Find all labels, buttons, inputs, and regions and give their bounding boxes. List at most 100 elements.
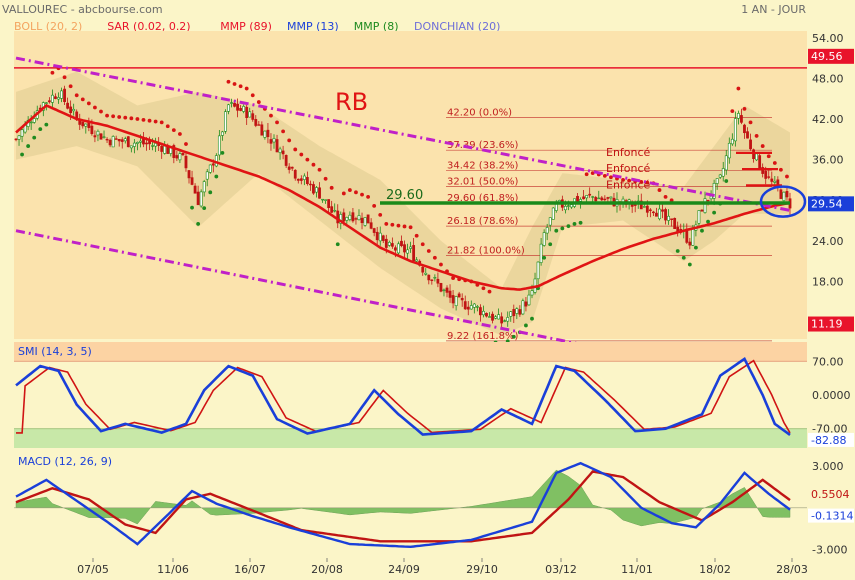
sar-dot	[639, 180, 644, 184]
candle-body	[639, 200, 643, 210]
macd-signal-value: -0.1314	[811, 510, 853, 523]
candle-body	[190, 177, 194, 185]
smi-axis: 70.00 0.0000 -70.00-82.88	[808, 355, 854, 447]
smi-tick-label: -70.00	[812, 423, 847, 436]
macd-line	[15, 461, 791, 549]
candle-body	[427, 274, 431, 281]
macd-histogram	[15, 469, 791, 527]
sar-dot	[372, 203, 377, 208]
candle-body	[545, 227, 549, 234]
sar-dot	[360, 192, 364, 197]
fib-label: 37.39 (23.6%)	[447, 140, 518, 151]
macd-signal-bg	[808, 508, 854, 523]
candle-body	[536, 261, 540, 280]
candle-body	[445, 287, 449, 293]
sar-dot	[256, 100, 261, 104]
sar-dot	[414, 233, 419, 238]
sar-dot	[196, 222, 201, 226]
candle-body	[600, 197, 604, 201]
sar-dot	[68, 84, 73, 89]
sar-dot	[730, 109, 735, 114]
date-tick-label: 29/10	[466, 563, 498, 576]
sar-dot	[105, 113, 109, 118]
candle-body	[773, 180, 777, 183]
sar-dot	[420, 242, 425, 247]
candle-body	[451, 295, 455, 304]
candle-body	[652, 211, 655, 214]
candle-body	[102, 136, 106, 138]
macd-tick-label: 3.000	[812, 460, 844, 473]
candle-body	[661, 209, 664, 212]
candle-body	[521, 300, 525, 315]
sar-dot	[432, 255, 437, 260]
candle-body	[433, 277, 437, 279]
channel-line	[15, 229, 791, 388]
candle-body	[333, 210, 337, 212]
candle-body	[327, 199, 331, 208]
date-tick-label: 16/07	[234, 563, 266, 576]
date-tick-label: 28/03	[776, 563, 808, 576]
candle-body	[248, 111, 252, 118]
candle-body	[430, 279, 434, 281]
sar-dot	[657, 188, 662, 192]
descending-channel	[15, 56, 791, 388]
sar-dot	[208, 190, 213, 195]
candle-body	[524, 301, 528, 307]
candle-body	[305, 177, 309, 185]
candle-body	[281, 150, 285, 155]
candle-body	[227, 104, 230, 112]
sar-dot	[44, 122, 49, 127]
candle-body	[673, 217, 677, 229]
candle-body	[397, 243, 400, 254]
date-axis: 07/05 11/06 16/07 20/08 24/09 29/10 03/12 11/01…	[77, 558, 808, 576]
sar-dot	[293, 147, 298, 152]
sar-dot	[609, 175, 613, 180]
price-axis: 54.0048.0042.0036.0030.0024.0018.0012.00…	[808, 32, 854, 332]
candle-body	[761, 167, 765, 174]
candle-body	[284, 155, 288, 166]
sar-dot	[694, 245, 698, 250]
candle-body	[579, 199, 582, 202]
candle-body	[196, 191, 200, 206]
sar-dot	[287, 138, 292, 143]
candle-body	[715, 178, 719, 184]
candle-body	[503, 320, 507, 322]
candle-body	[321, 198, 324, 201]
sar-dot	[347, 188, 352, 192]
sar-dot	[511, 334, 516, 339]
candle-body	[20, 129, 24, 137]
candle-body	[233, 102, 236, 107]
sar-dot	[772, 161, 777, 165]
candle-body	[421, 266, 425, 273]
candle-body	[242, 106, 246, 112]
candle-body	[208, 164, 212, 173]
candle-body	[670, 218, 674, 220]
sar-dot	[62, 75, 67, 80]
macd-signal-line	[15, 470, 791, 543]
candle-body	[527, 294, 531, 306]
candle-body	[120, 139, 124, 142]
sar-dot	[712, 210, 717, 215]
candle-body	[758, 155, 762, 170]
candle-body	[275, 139, 279, 153]
candle-body	[478, 307, 482, 316]
legend-item-2: MMP (89)	[220, 20, 272, 33]
sar-dot	[584, 172, 589, 177]
candle-body	[193, 185, 197, 194]
candle-body	[187, 170, 191, 179]
candle-body	[530, 290, 534, 296]
sar-dot	[669, 198, 674, 203]
candle-body	[603, 198, 607, 201]
last-price-badge-bg	[808, 196, 854, 212]
candle-body	[460, 297, 464, 301]
candle-body	[436, 278, 440, 284]
candle-body	[551, 207, 555, 220]
candle-body	[457, 293, 461, 298]
candle-body	[785, 191, 789, 198]
candle-body	[93, 135, 97, 138]
sar-dot	[560, 226, 565, 231]
candle-body	[324, 199, 328, 201]
date-tick-label: 07/05	[77, 563, 109, 576]
candle-body	[111, 136, 115, 148]
